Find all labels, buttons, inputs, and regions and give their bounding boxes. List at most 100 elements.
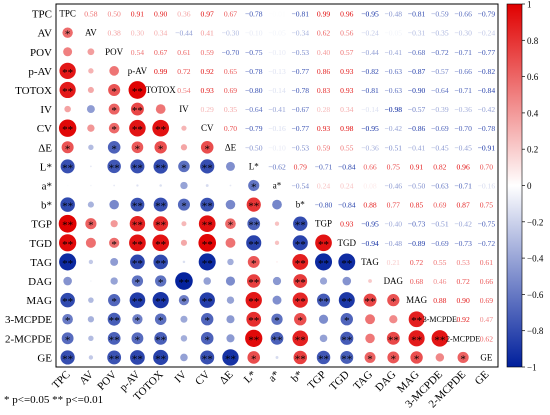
colorbar — [506, 3, 523, 368]
corr-value: 0.88 — [433, 296, 446, 305]
corr-value: −0.75 — [245, 48, 263, 57]
significance-mark: ** — [341, 296, 352, 308]
significance-mark: ** — [155, 353, 166, 365]
colorbar-tick-label: 0.6 — [527, 72, 539, 82]
corr-value: 0.24 — [340, 182, 353, 191]
column-label: DAG — [373, 369, 398, 394]
row-label: 3-MCPDE — [5, 314, 52, 326]
corr-circle — [198, 215, 216, 233]
corr-value: 0.91 — [131, 10, 144, 19]
corr-value: −0.35 — [431, 29, 449, 38]
corr-value: −0.24 — [361, 29, 379, 38]
corr-value: −0.66 — [454, 67, 472, 76]
significance-mark: ** — [178, 277, 189, 289]
corr-value: −0.82 — [478, 67, 496, 76]
corr-value: 0.77 — [387, 201, 400, 210]
significance-mark: * — [298, 315, 304, 327]
significance-mark: ** — [109, 162, 120, 174]
corr-value: −0.62 — [268, 162, 286, 171]
corr-value: −0.05 — [385, 29, 403, 38]
corr-circle — [318, 314, 329, 324]
corr-value: −0.16 — [268, 124, 286, 133]
row-label: AV — [38, 28, 53, 40]
corr-circle — [177, 198, 190, 211]
corr-circle — [90, 184, 92, 187]
corr-value: −0.73 — [408, 220, 426, 229]
corr-value: 0.61 — [480, 258, 493, 267]
significance-mark: ** — [62, 258, 73, 270]
significance-mark: * — [111, 143, 117, 155]
column-label: ΔE — [217, 368, 235, 386]
corr-value: −0.31 — [408, 29, 426, 38]
significance-mark: ** — [202, 296, 213, 308]
significance-mark: ** — [248, 296, 259, 308]
corr-value: 0.34 — [154, 29, 167, 38]
corr-value: −0.81 — [361, 86, 379, 95]
corr-circle — [180, 353, 188, 362]
corr-circle — [200, 141, 214, 154]
corr-circle — [58, 119, 77, 137]
corr-circle — [389, 315, 398, 324]
corr-circle — [130, 197, 145, 212]
diagonal-label: POV — [105, 47, 124, 57]
corr-value: 0.24 — [317, 182, 330, 191]
significance-mark: * — [204, 143, 210, 155]
diagonal-label: AV — [85, 28, 97, 38]
significance-mark: ** — [132, 239, 143, 251]
corr-circle — [129, 119, 146, 137]
column-label: L* — [242, 369, 259, 386]
corr-value: −0.70 — [222, 48, 240, 57]
diagonal-label: TPC — [59, 9, 76, 19]
corr-value: −0.63 — [385, 67, 403, 76]
corr-value: −0.05 — [268, 29, 286, 38]
row-label: TAG — [30, 257, 52, 269]
diagonal-label: IV — [179, 104, 189, 114]
corr-circle — [457, 351, 469, 364]
corr-value: 0.69 — [433, 201, 446, 210]
significance-mark: * — [135, 277, 141, 289]
significance-mark: * — [158, 277, 164, 289]
corr-circle — [110, 277, 118, 285]
corr-value: 0.62 — [317, 29, 330, 38]
corr-circle — [338, 253, 356, 271]
significance-mark: ** — [132, 105, 143, 117]
significance-mark: ** — [248, 220, 259, 232]
corr-circle — [276, 261, 278, 263]
corr-circle — [319, 334, 328, 343]
corr-circle — [368, 279, 372, 283]
diagonal-label: TGD — [338, 238, 357, 248]
corr-circle — [225, 218, 236, 230]
significance-mark: ** — [155, 239, 166, 251]
corr-circle — [129, 234, 146, 252]
corr-circle — [293, 216, 308, 231]
corr-value: 0.50 — [108, 10, 121, 19]
corr-value: 0.93 — [340, 67, 353, 76]
colorbar-tick-label: 0.8 — [527, 36, 539, 46]
significance-mark: ** — [132, 258, 143, 270]
corr-value: −0.66 — [454, 10, 472, 19]
corr-circle — [130, 254, 145, 270]
corr-circle — [88, 259, 94, 265]
corr-circle — [292, 292, 308, 308]
corr-circle — [226, 296, 235, 304]
row-label: ΔE — [38, 142, 52, 154]
corr-circle — [225, 237, 236, 248]
corr-value: −0.71 — [454, 182, 472, 191]
corr-value: 0.99 — [317, 10, 330, 19]
corr-circle — [198, 234, 217, 252]
corr-value: −0.81 — [408, 10, 426, 19]
significance-mark: ** — [62, 239, 73, 251]
corr-circle — [129, 215, 146, 232]
corr-value: −0.72 — [431, 48, 449, 57]
corr-value: 0.86 — [317, 67, 330, 76]
significance-mark: ** — [62, 86, 73, 98]
corr-circle — [293, 274, 308, 288]
significance-mark: ** — [248, 277, 259, 289]
corr-circle — [61, 141, 74, 154]
corr-circle — [153, 254, 168, 270]
corr-circle — [226, 315, 235, 324]
corr-circle — [245, 329, 263, 347]
row-label: TPC — [32, 9, 52, 21]
corr-value: −0.69 — [431, 124, 449, 133]
corr-circle — [87, 48, 95, 56]
